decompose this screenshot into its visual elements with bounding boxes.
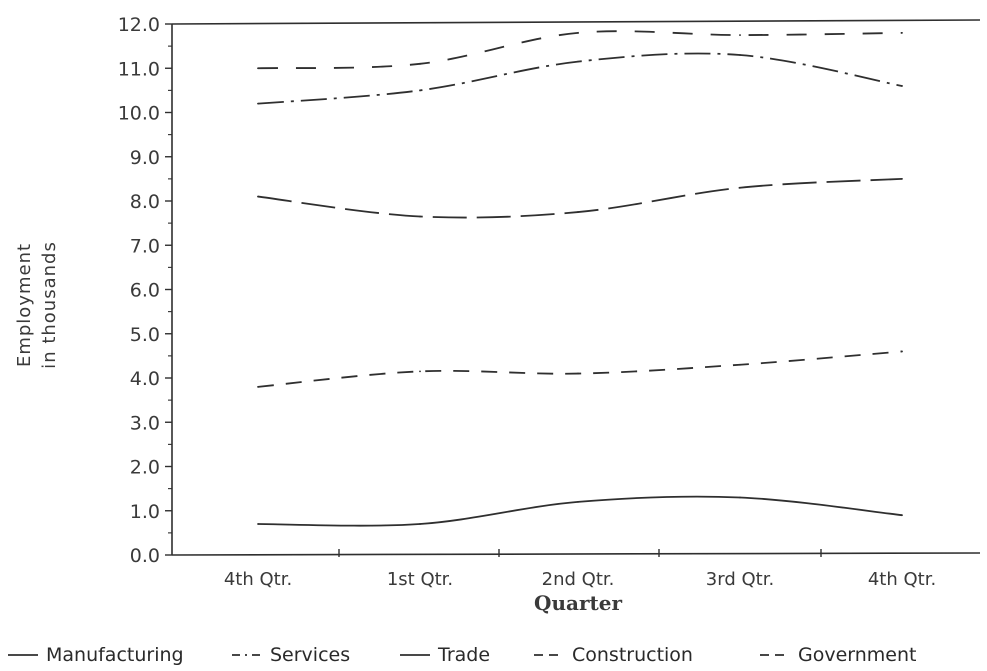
y-tick-label: 11.0 (118, 58, 160, 80)
data-point-construction (739, 363, 741, 366)
y-tick-label: 5.0 (130, 324, 160, 346)
y-axis-label-line-2: in thousands (39, 241, 60, 369)
data-point-manufacturing (419, 523, 421, 525)
data-point-construction (257, 385, 259, 388)
x-axis-label: Quarter (534, 591, 622, 615)
data-point-government (419, 62, 421, 65)
data-point-services (419, 89, 421, 92)
data-point-government (901, 31, 903, 34)
data-point-trade (901, 177, 903, 180)
series-line-services (257, 52, 903, 105)
data-point-construction (419, 370, 421, 373)
y-tick-label: 7.0 (130, 235, 160, 257)
data-point-services (257, 102, 259, 105)
data-point-government (577, 31, 579, 34)
y-axis-label-line-1: Employment (14, 243, 35, 367)
x-tick-label: 4th Qtr. (868, 569, 936, 590)
data-point-government (257, 67, 259, 70)
data-point-trade (257, 195, 259, 198)
x-tick-label: 1st Qtr. (387, 569, 453, 590)
data-point-trade (419, 215, 421, 218)
y-tick-label: 0.0 (130, 545, 160, 567)
legend-label-trade: Trade (437, 644, 490, 666)
y-tick-label: 12.0 (118, 14, 160, 36)
y-tick-label: 2.0 (130, 457, 160, 479)
data-point-trade (739, 186, 741, 189)
data-point-manufacturing (257, 523, 259, 525)
series-line-government (257, 30, 903, 70)
y-tick-label: 6.0 (130, 280, 160, 302)
y-tick-label: 3.0 (130, 412, 160, 434)
series-line-manufacturing (257, 495, 903, 527)
x-tick-label: 3rd Qtr. (706, 569, 774, 590)
y-tick-label: 10.0 (118, 103, 160, 125)
data-point-services (577, 60, 579, 63)
data-point-manufacturing (901, 514, 903, 517)
data-point-construction (901, 350, 903, 353)
y-tick-label: 1.0 (130, 501, 160, 523)
data-point-manufacturing (739, 496, 741, 499)
series-line-construction (257, 350, 903, 388)
y-tick-label: 4.0 (130, 368, 160, 390)
legend-label-construction: Construction (572, 644, 693, 666)
legend-label-manufacturing: Manufacturing (46, 644, 184, 666)
x-axis: 4th Qtr. 1st Qtr. 2nd Qtr. 3rd Qtr. 4th Qtr. (171, 549, 981, 590)
x-tick-label: 4th Qtr. (224, 569, 292, 590)
plot-top-border (171, 19, 981, 25)
data-point-trade (577, 211, 579, 213)
x-axis-line (171, 552, 981, 556)
y-tick-label: 8.0 (130, 191, 160, 213)
data-point-construction (577, 372, 579, 375)
x-tick-label: 2nd Qtr. (542, 569, 615, 590)
legend: Manufacturing Services Trade Construction Go… (8, 644, 917, 666)
data-point-manufacturing (577, 501, 579, 503)
series-line-trade (257, 177, 903, 219)
legend-label-services: Services (270, 644, 350, 666)
data-point-government (739, 34, 741, 36)
legend-label-government: Government (798, 644, 917, 666)
y-axis: 0.0 1.0 2.0 3.0 4.0 5.0 6.0 7.0 8.0 9.0 10.0 11.0 12… (118, 14, 981, 567)
series-layer (257, 30, 903, 527)
y-tick-label: 9.0 (130, 147, 160, 169)
data-point-services (739, 54, 741, 56)
data-point-services (901, 85, 903, 87)
